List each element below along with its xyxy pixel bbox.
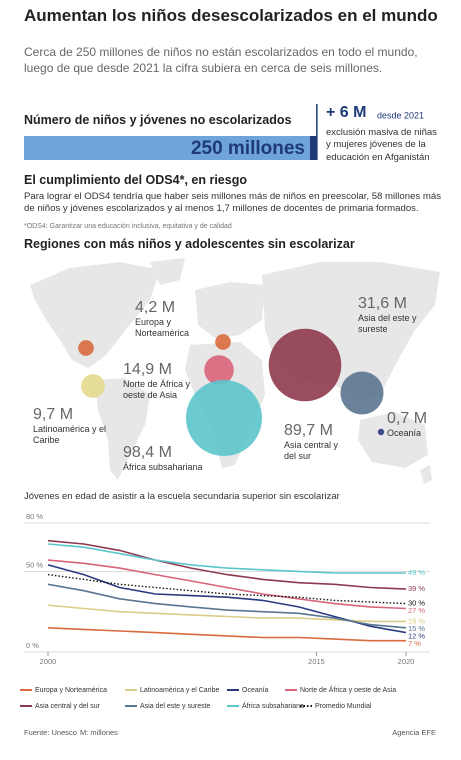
end-value-label: 39 %: [408, 584, 425, 593]
end-value-label: 27 %: [408, 606, 425, 615]
footer-units: M: millones: [80, 728, 118, 737]
stat-title: Número de niños y jóvenes no escolarizad…: [24, 113, 292, 127]
bubble-value-label: 98,4 M: [123, 444, 172, 461]
end-value-label: 49 %: [408, 568, 425, 577]
legend-label: Asia central y del sur: [35, 703, 101, 710]
bubble-category-label: Oceanía: [387, 428, 422, 438]
bubble-category-label: Asia central y del sur: [284, 440, 339, 461]
bubble: [186, 380, 262, 456]
bubble-title: Regiones con más niños y adolescentes si…: [24, 237, 355, 251]
legend-label: Oceanía: [242, 687, 269, 694]
legend-label: Norte de África y oeste de Asia: [300, 685, 396, 694]
line-series: [47, 583, 407, 629]
bubble-category-label: Latinoamérica y el Caribe: [33, 424, 107, 445]
stat-bar: [24, 136, 310, 160]
footer-agency: Agencia EFE: [392, 728, 436, 737]
line-series: [47, 543, 406, 574]
bubble-category-label: Europa y Norteamérica: [135, 317, 190, 338]
end-value-label: 19 %: [408, 616, 425, 625]
x-tick-label: 2000: [40, 657, 57, 666]
bubble: [215, 334, 231, 350]
end-value-label: 15 %: [408, 624, 425, 633]
legend-label: Asia del este y sureste: [140, 703, 211, 710]
y-tick-label: 50 %: [26, 560, 43, 569]
bubble-category-label: Asia del este y sureste: [358, 313, 417, 334]
line-series: [47, 573, 407, 605]
stat-increase-bar: [310, 136, 317, 160]
bubble: [204, 355, 234, 385]
line-title: Jóvenes en edad de asistir a la escuela …: [24, 491, 340, 502]
legend-label: Europa y Norteamérica: [35, 687, 107, 694]
ods-title: El cumplimiento del ODS4*, en riesgo: [24, 173, 247, 187]
line-series: [47, 604, 406, 623]
ods-footnote: *ODS4: Garantizar una educación inclusiv…: [24, 223, 232, 230]
x-tick-label: 2020: [398, 657, 415, 666]
stat-increase-label: + 6 M: [326, 104, 366, 121]
stat-note: exclusión masiva de niñas y mujeres jóve…: [326, 127, 437, 163]
y-tick-label: 0 %: [26, 641, 39, 650]
bubble: [377, 428, 385, 436]
stat-since: desde 2021: [377, 110, 424, 120]
end-value-label: 30 %: [408, 599, 425, 608]
legend-label: África subsahariana: [242, 701, 304, 710]
footer-source: Fuente: Unesco: [24, 728, 77, 737]
ods-text: Para lograr el ODS4 tendría que haber se…: [24, 191, 442, 215]
line-series: [47, 559, 407, 610]
bubble: [81, 374, 105, 398]
end-value-label: 12 %: [408, 631, 425, 640]
legend-label: Latinoamérica y el Caribe: [140, 687, 219, 694]
bubble-value-label: 9,7 M: [33, 406, 74, 423]
bubble-value-label: 89,7 M: [284, 422, 333, 439]
bubble: [78, 340, 94, 356]
bubble-value-label: 31,6 M: [358, 295, 407, 312]
line-series: [47, 539, 407, 590]
y-tick-label: 80 %: [26, 512, 43, 521]
bubble: [268, 328, 342, 402]
bubble-value-label: 4,2 M: [135, 299, 176, 316]
title: Aumentan los niños desescolarizados en e…: [24, 6, 438, 25]
bubble: [340, 371, 384, 415]
x-tick-label: 2015: [308, 657, 325, 666]
end-value-label: 7 %: [408, 639, 421, 648]
bubble-category-label: Norte de África y oeste de Asia: [123, 379, 191, 400]
line-series: [47, 627, 406, 642]
stat-value-label: 250 millones: [191, 138, 305, 159]
bubble-value-label: 0,7 M: [387, 410, 428, 427]
bubble-category-label: África subsahariana: [123, 462, 203, 472]
bubble-value-label: 14,9 M: [123, 361, 172, 378]
subtitle: Cerca de 250 millones de niños no están …: [24, 45, 418, 75]
legend-label: Promedio Mundial: [315, 703, 372, 710]
